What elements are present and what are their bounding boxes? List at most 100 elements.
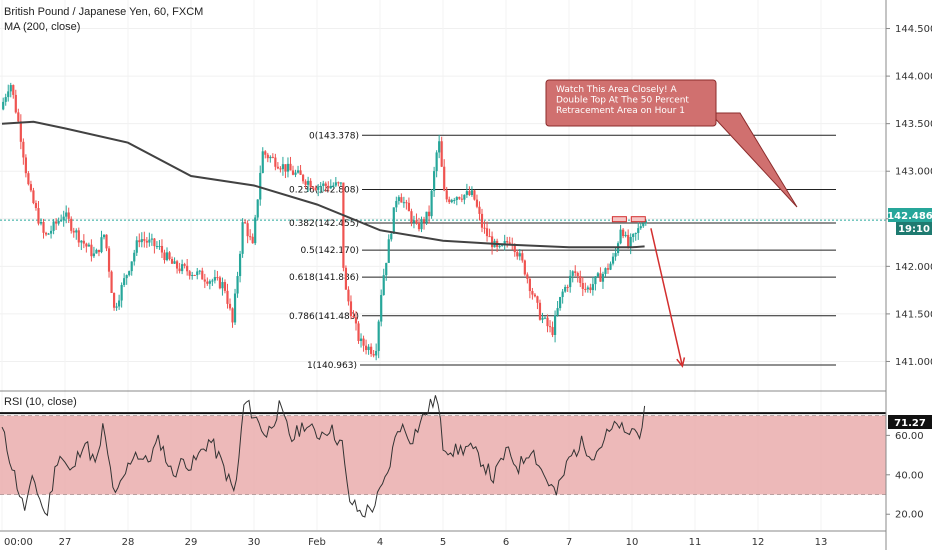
candle-body bbox=[191, 274, 194, 276]
candle-body bbox=[417, 222, 421, 230]
candle-body bbox=[294, 172, 297, 175]
candle-body bbox=[65, 212, 68, 217]
candle-body bbox=[324, 183, 327, 186]
candle-body bbox=[19, 121, 22, 142]
candle-body bbox=[17, 112, 20, 122]
candle-body bbox=[440, 141, 443, 167]
candle-body bbox=[42, 222, 45, 233]
candle-body bbox=[392, 207, 395, 234]
candle-body bbox=[614, 253, 617, 257]
rsi-legend: RSI (10, close) bbox=[4, 396, 77, 408]
time-axis[interactable]: 00:00 27 28 29 30 Feb 4 5 6 7 10 11 12 13 bbox=[4, 537, 827, 548]
candle-body bbox=[203, 279, 206, 282]
candle-body bbox=[47, 233, 50, 235]
candle-body bbox=[468, 191, 471, 195]
candle-body bbox=[80, 240, 83, 243]
fib-level-label: 0(143.378) bbox=[309, 131, 359, 141]
candle-body bbox=[259, 172, 262, 200]
candle-body bbox=[561, 291, 564, 298]
candle-body bbox=[128, 271, 131, 276]
candle-body bbox=[148, 239, 151, 243]
candle-body bbox=[627, 234, 630, 247]
double-top-marker bbox=[630, 216, 646, 223]
candle-body bbox=[231, 308, 234, 323]
candle-body bbox=[241, 222, 244, 254]
candle-body bbox=[226, 290, 229, 304]
candle-body bbox=[450, 200, 453, 203]
fib-level-label: 0.382(142.455) bbox=[289, 219, 359, 229]
candle-body bbox=[24, 157, 27, 174]
candle-body bbox=[334, 182, 337, 186]
candle-body bbox=[458, 197, 461, 199]
candle-body bbox=[637, 228, 640, 233]
candle-body bbox=[279, 168, 282, 170]
rsi-tick-label: 40.00 bbox=[895, 470, 924, 481]
candle-body bbox=[178, 268, 181, 272]
candle-body bbox=[624, 234, 627, 237]
candle-body bbox=[238, 253, 242, 277]
candle-body bbox=[475, 199, 479, 207]
price-axis[interactable]: 141.000141.500142.000142.500143.000143.5… bbox=[886, 24, 932, 368]
candle-body bbox=[289, 163, 292, 171]
projection-arrow-head bbox=[676, 357, 686, 368]
candle-body bbox=[508, 242, 511, 244]
callout-text: Watch This Area Closely! A bbox=[556, 85, 678, 95]
projection-arrow-shaft bbox=[650, 228, 684, 367]
candle-body bbox=[584, 288, 587, 290]
candle-body bbox=[380, 294, 383, 322]
candle-body bbox=[596, 273, 600, 277]
candle-body bbox=[7, 91, 10, 98]
candle-body bbox=[165, 252, 169, 261]
candle-body bbox=[115, 306, 118, 308]
candle-body bbox=[34, 203, 38, 209]
candle-body bbox=[201, 270, 204, 280]
candle-body bbox=[445, 190, 448, 200]
candle-body bbox=[37, 208, 40, 224]
candle-body bbox=[503, 240, 506, 245]
callout-box bbox=[545, 79, 717, 127]
candle-body bbox=[400, 197, 403, 203]
time-tick-label: 28 bbox=[122, 537, 135, 548]
fib-level-label: 1(140.963) bbox=[307, 361, 357, 371]
candle-body bbox=[564, 286, 567, 292]
fibonacci-retracement[interactable]: 0(143.378) 0.236(142.808) 0.382(142.455) 0.… bbox=[289, 131, 836, 371]
candle-body bbox=[556, 308, 559, 316]
candle-body bbox=[60, 220, 63, 222]
candle-body bbox=[453, 199, 456, 201]
candle-body bbox=[138, 240, 141, 243]
candle-body bbox=[448, 199, 451, 203]
candle-body bbox=[367, 346, 370, 351]
svg-text:71.27: 71.27 bbox=[894, 418, 926, 429]
rsi-axis[interactable]: 20.00 40.00 60.00 bbox=[886, 431, 924, 521]
candle-body bbox=[438, 141, 441, 153]
candle-body bbox=[160, 245, 164, 253]
candle-body bbox=[407, 202, 411, 212]
candle-body bbox=[359, 338, 363, 341]
candle-body bbox=[70, 218, 73, 231]
double-top-markers[interactable] bbox=[611, 216, 646, 223]
candle-body bbox=[125, 275, 128, 279]
candle-body bbox=[538, 302, 542, 320]
candle-body bbox=[473, 190, 476, 200]
candle-body bbox=[518, 253, 521, 257]
candle-body bbox=[133, 252, 136, 262]
candle-body bbox=[85, 243, 88, 247]
candle-body bbox=[27, 173, 30, 185]
candle-body bbox=[188, 271, 191, 276]
candle-body bbox=[591, 284, 594, 291]
candle-body bbox=[629, 236, 632, 247]
candle-body bbox=[49, 230, 53, 234]
candle-body bbox=[153, 238, 156, 247]
candle-body bbox=[329, 185, 332, 189]
time-tick-label: 7 bbox=[566, 537, 572, 548]
double-top-marker bbox=[611, 216, 627, 223]
candle-body bbox=[622, 229, 625, 237]
projection-arrow[interactable] bbox=[650, 228, 686, 368]
candle-body bbox=[145, 240, 148, 243]
candle-body bbox=[312, 187, 315, 189]
time-tick-label: 11 bbox=[689, 537, 702, 548]
candle-body bbox=[29, 184, 33, 191]
candle-body bbox=[218, 277, 222, 289]
